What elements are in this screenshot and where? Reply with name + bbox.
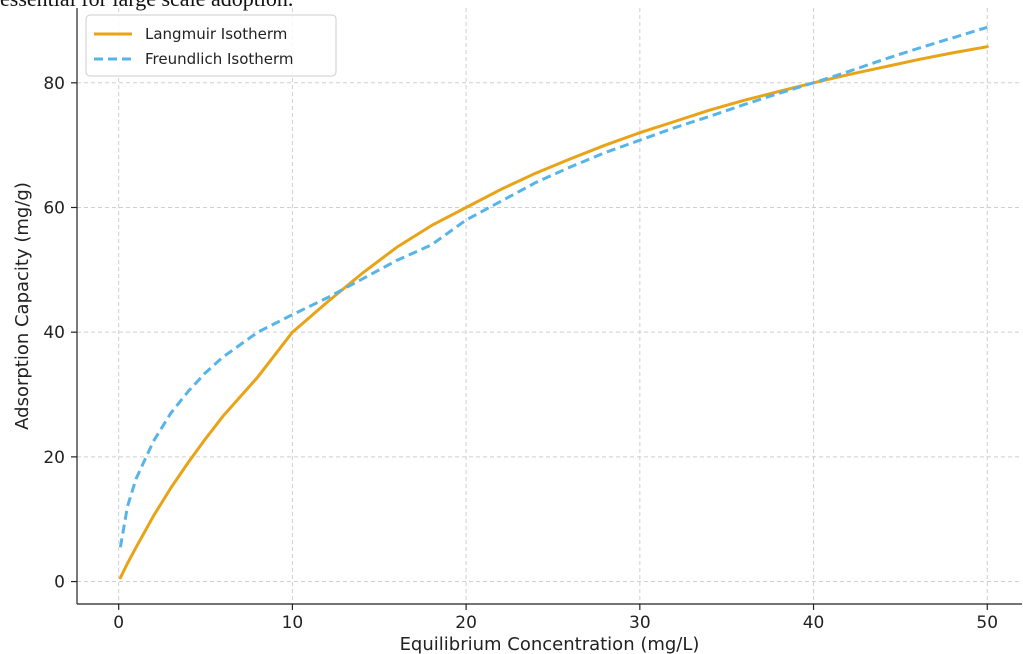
y-axis-label: Adsorption Capacity (mg/g) bbox=[12, 182, 33, 430]
x-tick-label: 50 bbox=[976, 613, 998, 633]
tick-labels: 0 10 20 30 40 50 0 20 40 60 80 bbox=[43, 74, 998, 633]
series-line-freundlich bbox=[118, 25, 988, 548]
axes bbox=[71, 8, 1022, 610]
legend: Langmuir Isotherm Freundlich Isotherm bbox=[85, 14, 337, 77]
series-line-langmuir bbox=[118, 45, 989, 580]
x-axis-label: Equilibrium Concentration (mg/L) bbox=[400, 634, 700, 654]
caption-text: essential for large scale adoption. bbox=[0, 0, 293, 12]
y-tick-label: 60 bbox=[43, 198, 65, 218]
y-tick-label: 0 bbox=[54, 573, 65, 593]
series-lines bbox=[118, 25, 989, 580]
legend-box bbox=[85, 14, 337, 77]
grid-lines bbox=[77, 8, 1022, 604]
x-tick-label: 40 bbox=[803, 613, 825, 633]
legend-label-langmuir: Langmuir Isotherm bbox=[145, 25, 287, 43]
x-tick-label: 30 bbox=[629, 613, 651, 633]
x-tick-label: 10 bbox=[282, 613, 304, 633]
x-tick-label: 20 bbox=[455, 613, 477, 633]
y-tick-label: 20 bbox=[43, 448, 65, 468]
legend-label-freundlich: Freundlich Isotherm bbox=[145, 50, 294, 68]
y-tick-label: 40 bbox=[43, 323, 65, 343]
x-tick-label: 0 bbox=[113, 613, 124, 633]
y-tick-label: 80 bbox=[43, 74, 65, 94]
